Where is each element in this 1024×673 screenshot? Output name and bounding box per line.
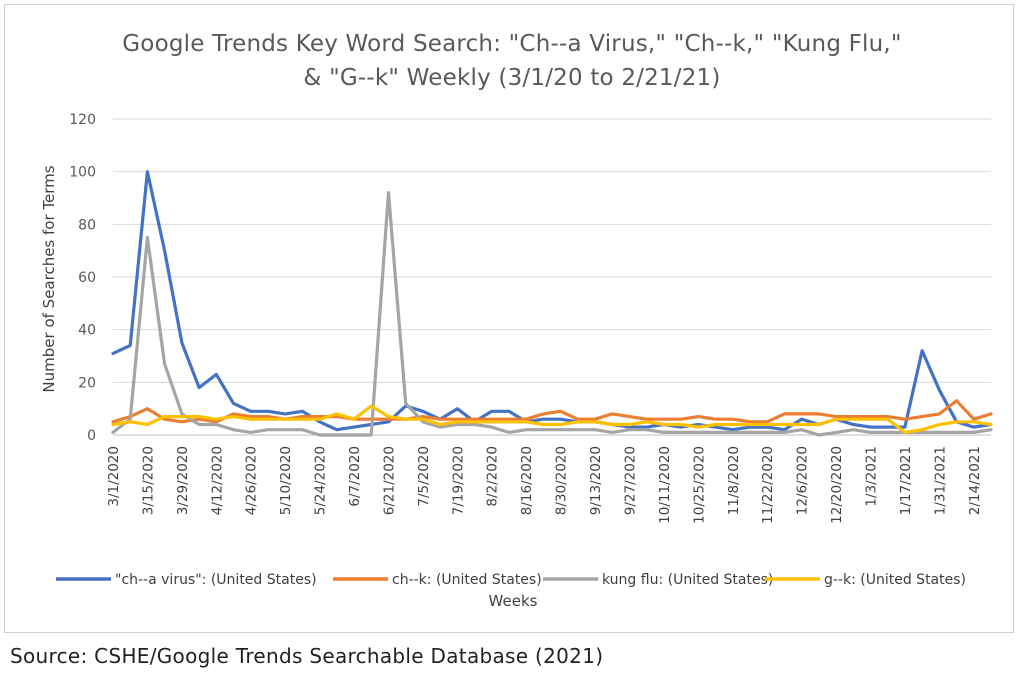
- x-tick-label: 5/24/2020: [313, 446, 329, 515]
- x-tick-label: 1/31/2021: [932, 446, 948, 515]
- x-tick-label: 3/15/2020: [140, 446, 156, 515]
- y-tick-label: 40: [78, 323, 96, 339]
- x-tick-label: 8/2/2020: [485, 446, 501, 507]
- chart-title-line1: Google Trends Key Word Search: "Ch--a Vi…: [122, 31, 902, 57]
- legend-label: ch--k: (United States): [392, 572, 542, 588]
- source-note: Source: CSHE/Google Trends Searchable Da…: [10, 644, 604, 668]
- x-tick-label: 6/21/2020: [381, 446, 397, 515]
- y-axis-label: Number of Searches for Terms: [40, 165, 58, 392]
- x-tick-label: 9/13/2020: [588, 446, 604, 515]
- series-line: [111, 191, 993, 437]
- x-tick-label: 8/16/2020: [519, 446, 535, 515]
- x-tick-label: 4/26/2020: [244, 446, 260, 515]
- x-tick-label: 12/20/2020: [829, 446, 845, 524]
- x-tick-label: 3/1/2020: [106, 446, 122, 507]
- legend-label: "ch--a virus": (United States): [115, 572, 317, 588]
- x-tick-label: 5/10/2020: [278, 446, 294, 515]
- y-tick-label: 0: [87, 428, 96, 444]
- x-tick-label: 11/22/2020: [760, 446, 776, 524]
- x-tick-label: 6/7/2020: [347, 446, 363, 507]
- x-axis-label: Weeks: [489, 592, 538, 610]
- x-tick-label: 10/11/2020: [657, 446, 673, 524]
- x-tick-label: 7/5/2020: [416, 446, 432, 507]
- chart-title-line2: & "G--k" Weekly (3/1/20 to 2/21/21): [303, 65, 721, 91]
- x-tick-label: 2/14/2021: [967, 446, 983, 515]
- x-tick-label: 11/8/2020: [726, 446, 742, 515]
- x-tick-label: 10/25/2020: [691, 446, 707, 524]
- y-tick-label: 120: [69, 112, 96, 128]
- series-line: [111, 404, 993, 434]
- y-tick-label: 80: [78, 217, 96, 233]
- x-tick-label: 8/30/2020: [554, 446, 570, 515]
- x-tick-label: 3/29/2020: [175, 446, 191, 515]
- legend-label: g--k: (United States): [824, 572, 966, 588]
- y-tick-label: 100: [69, 165, 96, 181]
- x-tick-label: 4/12/2020: [209, 446, 225, 515]
- series-line: [111, 170, 993, 432]
- y-tick-label: 20: [78, 375, 96, 391]
- series-line: [111, 399, 993, 424]
- x-tick-label: 1/17/2021: [898, 446, 914, 515]
- x-tick-label: 12/6/2020: [795, 446, 811, 515]
- x-tick-label: 1/3/2021: [863, 446, 879, 507]
- y-tick-label: 60: [78, 270, 96, 286]
- x-tick-label: 9/27/2020: [622, 446, 638, 515]
- legend-label: kung flu: (United States): [602, 572, 773, 588]
- chart-frame: [4, 4, 1014, 633]
- x-tick-label: 7/19/2020: [450, 446, 466, 515]
